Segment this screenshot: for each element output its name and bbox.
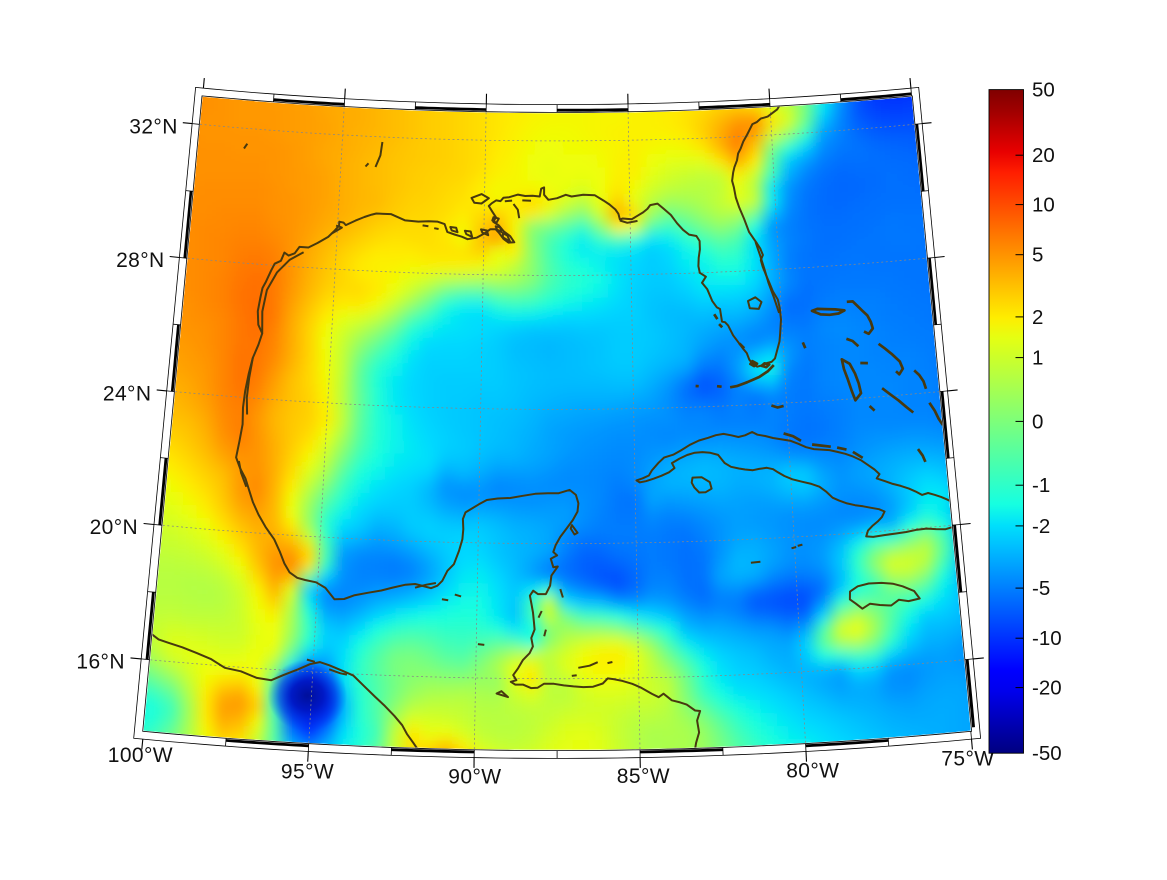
svg-text:1: 1: [1032, 347, 1043, 370]
svg-text:-1: -1: [1032, 474, 1050, 497]
svg-text:28°N: 28°N: [116, 249, 165, 272]
svg-text:100°W: 100°W: [108, 744, 173, 767]
svg-text:32°N: 32°N: [129, 115, 178, 138]
svg-text:24°N: 24°N: [103, 383, 152, 406]
svg-text:-5: -5: [1032, 577, 1050, 600]
svg-text:-20: -20: [1032, 677, 1062, 700]
svg-text:5: 5: [1032, 244, 1043, 267]
svg-text:20: 20: [1032, 144, 1055, 167]
svg-text:75°W: 75°W: [941, 747, 994, 770]
svg-text:2: 2: [1032, 306, 1043, 329]
svg-text:10: 10: [1032, 194, 1055, 217]
svg-text:20°N: 20°N: [90, 516, 139, 539]
svg-text:85°W: 85°W: [617, 765, 670, 788]
svg-text:-10: -10: [1032, 627, 1062, 650]
svg-text:80°W: 80°W: [786, 760, 839, 783]
svg-text:50: 50: [1032, 79, 1055, 102]
svg-text:0: 0: [1032, 410, 1043, 433]
svg-text:90°W: 90°W: [448, 765, 501, 788]
svg-text:-50: -50: [1032, 742, 1062, 765]
svg-text:-2: -2: [1032, 515, 1050, 538]
svg-text:95°W: 95°W: [281, 761, 334, 784]
svg-text:16°N: 16°N: [76, 651, 125, 674]
